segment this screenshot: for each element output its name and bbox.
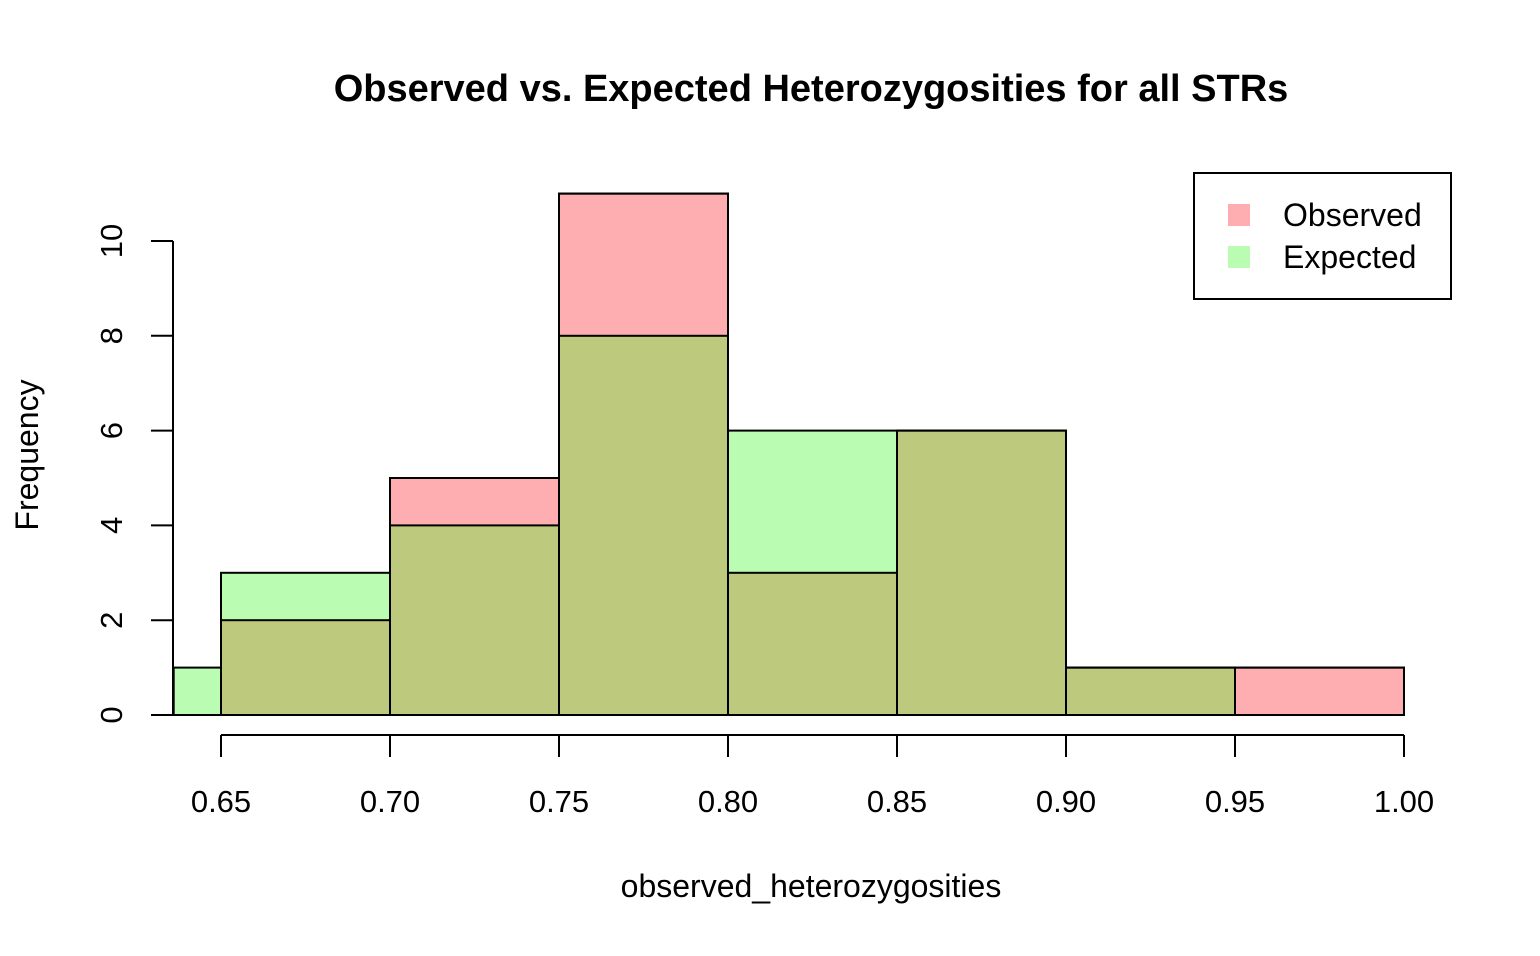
y-tick-label-0: 0 — [94, 706, 129, 723]
expected-bar-0 — [173, 667, 221, 715]
overlap-bar-4 — [728, 572, 897, 715]
legend-swatch-observed — [1228, 204, 1250, 226]
chart-title: Observed vs. Expected Heterozygosities f… — [334, 68, 1289, 110]
y-tick-label-2: 4 — [94, 517, 129, 534]
y-tick-label-3: 6 — [94, 422, 129, 439]
x-tick-label-2: 0.75 — [529, 784, 589, 819]
x-tick-label-6: 0.95 — [1205, 784, 1265, 819]
legend: Observed Expected — [1193, 172, 1452, 300]
x-tick-label-0: 0.65 — [191, 784, 251, 819]
overlap-bar-3 — [559, 335, 728, 715]
legend-swatch-expected — [1228, 246, 1250, 268]
y-tick-label-1: 2 — [94, 612, 129, 629]
x-tick-label-5: 0.90 — [1036, 784, 1096, 819]
overlap-bar-2 — [390, 525, 559, 715]
legend-box — [1193, 172, 1452, 300]
overlap-bar-5 — [897, 430, 1066, 715]
x-axis-label: observed_heterozygosities — [621, 868, 1002, 904]
x-tick-label-3: 0.80 — [698, 784, 758, 819]
overlap-bar-6 — [1066, 667, 1235, 715]
y-tick-label-4: 8 — [94, 327, 129, 344]
y-axis-label: Frequency — [9, 379, 45, 530]
y-tick-label-5: 10 — [94, 224, 129, 258]
x-tick-label-7: 1.00 — [1374, 784, 1434, 819]
legend-label-expected: Expected — [1283, 239, 1416, 275]
observed-bar-6 — [1234, 666, 1405, 716]
plot-area: 0.65 0.70 0.75 0.80 0.85 0.90 0.95 1.00 0 2 4 6 8 10 — [94, 192, 1434, 819]
overlap-bar-1 — [221, 620, 390, 715]
x-tick-label-1: 0.70 — [360, 784, 420, 819]
legend-label-observed: Observed — [1283, 197, 1422, 233]
x-tick-label-4: 0.85 — [867, 784, 927, 819]
